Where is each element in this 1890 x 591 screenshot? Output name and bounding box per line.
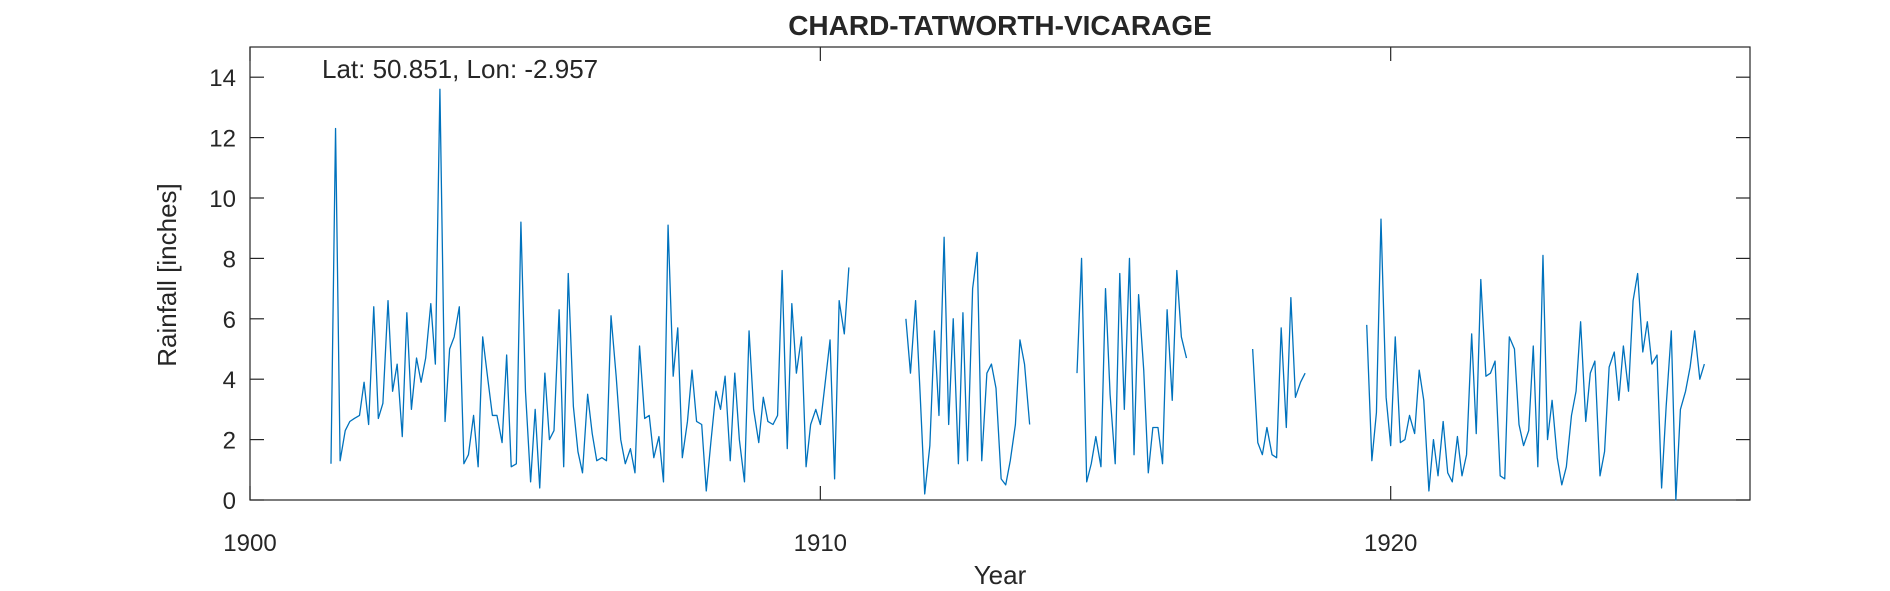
x-tick-label: 1900 xyxy=(223,530,276,557)
x-tick-label: 1920 xyxy=(1364,530,1417,557)
rainfall-line-segment xyxy=(1076,257,1188,483)
y-tick-label: 2 xyxy=(223,428,236,455)
y-tick-label: 10 xyxy=(209,186,236,213)
tick-labels: 1900 1910 1920 0 2 4 6 8 10 12 14 xyxy=(209,65,1417,557)
location-annotation: Lat: 50.851, Lon: -2.957 xyxy=(322,54,598,84)
rainfall-line-segment xyxy=(1252,297,1306,459)
y-tick-label: 12 xyxy=(209,126,236,153)
rainfall-line-segment xyxy=(330,88,850,492)
plot-area xyxy=(249,46,1751,501)
y-tick-label: 14 xyxy=(209,65,236,92)
chart-title: CHARD-TATWORTH-VICARAGE xyxy=(788,10,1212,41)
rainfall-line-segment xyxy=(905,236,1031,495)
axis-ticks xyxy=(249,47,1750,501)
rainfall-series xyxy=(330,88,1705,501)
y-axis-label: Rainfall [inches] xyxy=(152,183,182,367)
y-tick-label: 4 xyxy=(223,367,236,394)
y-tick-label: 0 xyxy=(223,488,236,515)
y-tick-label: 8 xyxy=(223,246,236,273)
x-tick-label: 1910 xyxy=(794,530,847,557)
y-tick-label: 6 xyxy=(223,307,236,334)
rainfall-line-segment xyxy=(1366,218,1705,501)
x-axis-label: Year xyxy=(974,560,1027,590)
